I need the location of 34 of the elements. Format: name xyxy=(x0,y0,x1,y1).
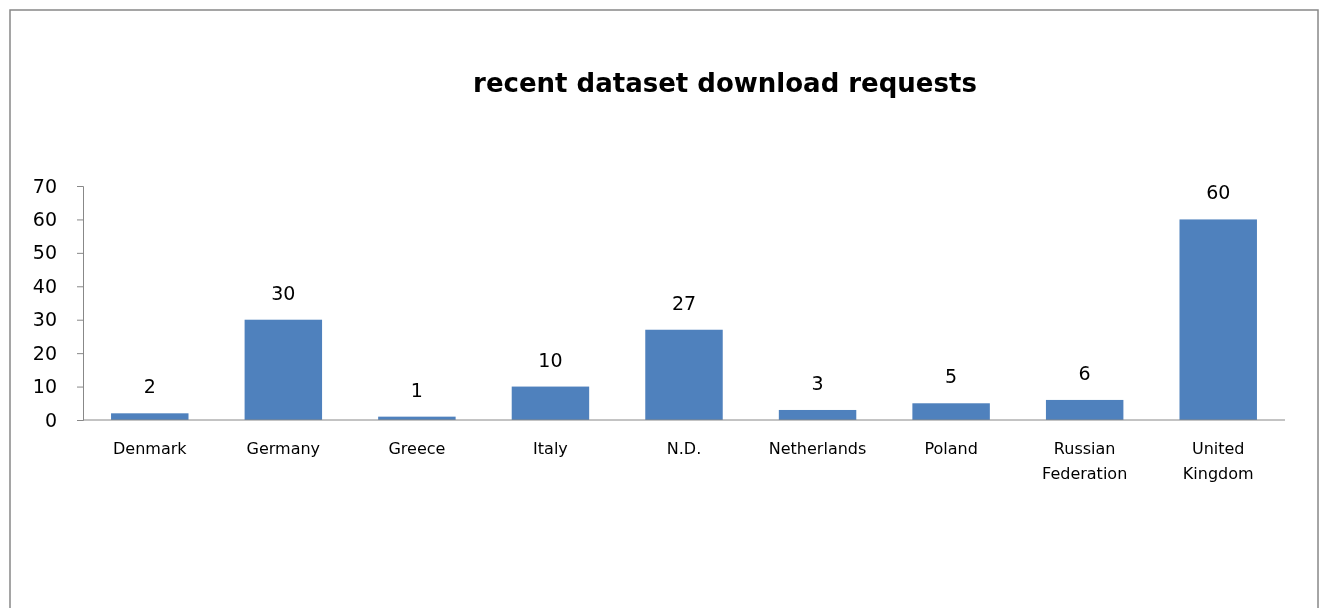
y-tick-label: 40 xyxy=(32,274,57,297)
y-tick-label: 70 xyxy=(32,174,57,197)
bar xyxy=(1179,219,1257,420)
bar xyxy=(244,319,323,420)
x-tick-label: United Kingdom xyxy=(1182,439,1254,483)
x-tick-label: Greece xyxy=(388,439,446,458)
bar xyxy=(1045,399,1124,420)
data-label: 27 xyxy=(671,291,697,314)
data-label: 2 xyxy=(143,375,156,398)
data-label: 3 xyxy=(811,371,824,394)
data-label: 5 xyxy=(945,365,958,388)
data-label: 10 xyxy=(538,348,563,371)
y-tick-label: 60 xyxy=(32,208,57,231)
data-label: 6 xyxy=(1078,361,1091,384)
bar xyxy=(111,413,189,420)
x-tick-label: Poland xyxy=(924,439,978,458)
x-tick-label: N.D. xyxy=(666,439,702,458)
x-tick-label: Germany xyxy=(246,439,321,458)
data-label: 1 xyxy=(410,378,423,401)
bar xyxy=(912,403,990,420)
y-tick-label: 0 xyxy=(44,408,57,431)
x-tick-label: Italy xyxy=(533,439,568,458)
data-label: 60 xyxy=(1206,181,1231,204)
chart-title: recent dataset download requests xyxy=(473,68,977,98)
x-tick-label: Denmark xyxy=(113,439,188,458)
bar xyxy=(511,386,590,420)
y-tick-label: 20 xyxy=(32,341,57,364)
x-tick-label: Netherlands xyxy=(768,439,867,458)
y-tick-label: 50 xyxy=(32,241,57,264)
bar xyxy=(645,329,723,420)
data-label: 30 xyxy=(271,281,296,304)
x-tick-label: Russian Federation xyxy=(1042,439,1128,483)
y-tick-label: 30 xyxy=(32,308,57,331)
y-tick-label: 10 xyxy=(32,375,57,398)
